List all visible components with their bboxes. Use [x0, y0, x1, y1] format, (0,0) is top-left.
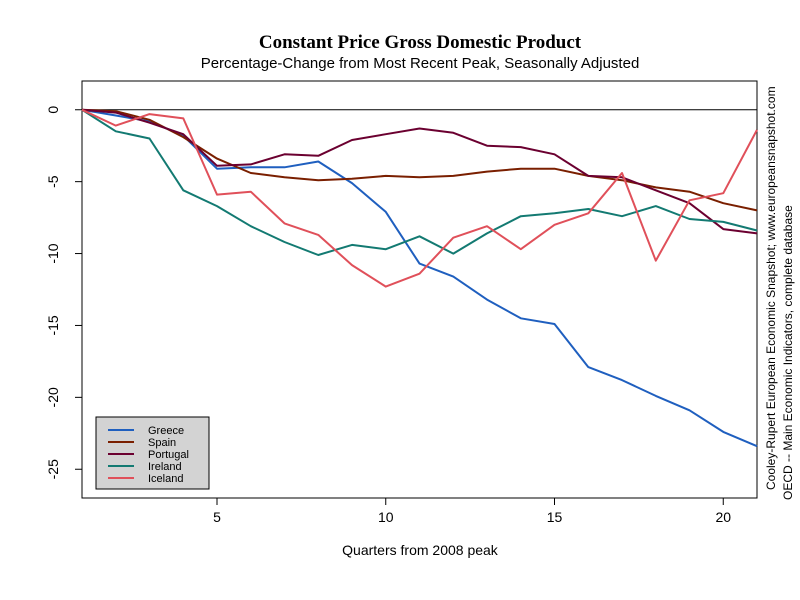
source-note-2: OECD -- Main Economic Indicators, comple… [781, 205, 795, 500]
plot-frame [81, 80, 758, 499]
x-tick-label: 15 [547, 509, 563, 525]
source-note-1: Cooley-Rupert European Economic Snapshot… [764, 86, 778, 490]
y-tick-label: -10 [45, 243, 61, 263]
y-tick-label: 0 [45, 106, 61, 114]
y-tick-label: -5 [45, 175, 61, 188]
y-tick-label: -25 [45, 459, 61, 479]
y-tick-label: -20 [45, 387, 61, 407]
chart-title: Constant Price Gross Domestic Product [259, 32, 582, 53]
x-axis-label: Quarters from 2008 peak [342, 542, 499, 558]
series-lines [81, 108, 758, 448]
x-axis: 5 10 15 20 [213, 498, 731, 525]
series-line-greece [81, 108, 758, 448]
series-line-ireland [81, 108, 758, 256]
legend-entry-ireland: Ireland [148, 461, 182, 473]
legend-entry-greece: Greece [148, 425, 184, 437]
legend-entry-spain: Spain [148, 437, 176, 449]
x-tick-label: 20 [715, 509, 731, 525]
series-line-iceland [81, 108, 758, 288]
x-tick-label: 5 [213, 509, 221, 525]
legend-entry-portugal: Portugal [148, 449, 189, 461]
x-tick-label: 10 [378, 509, 394, 525]
legend-entry-iceland: Iceland [148, 473, 183, 485]
y-tick-label: -15 [45, 315, 61, 335]
series-line-portugal [81, 108, 758, 235]
series-line-spain [81, 108, 758, 212]
y-axis: 0 -5 -10 -15 -20 -25 [45, 106, 82, 479]
chart-subtitle: Percentage-Change from Most Recent Peak,… [201, 55, 640, 72]
